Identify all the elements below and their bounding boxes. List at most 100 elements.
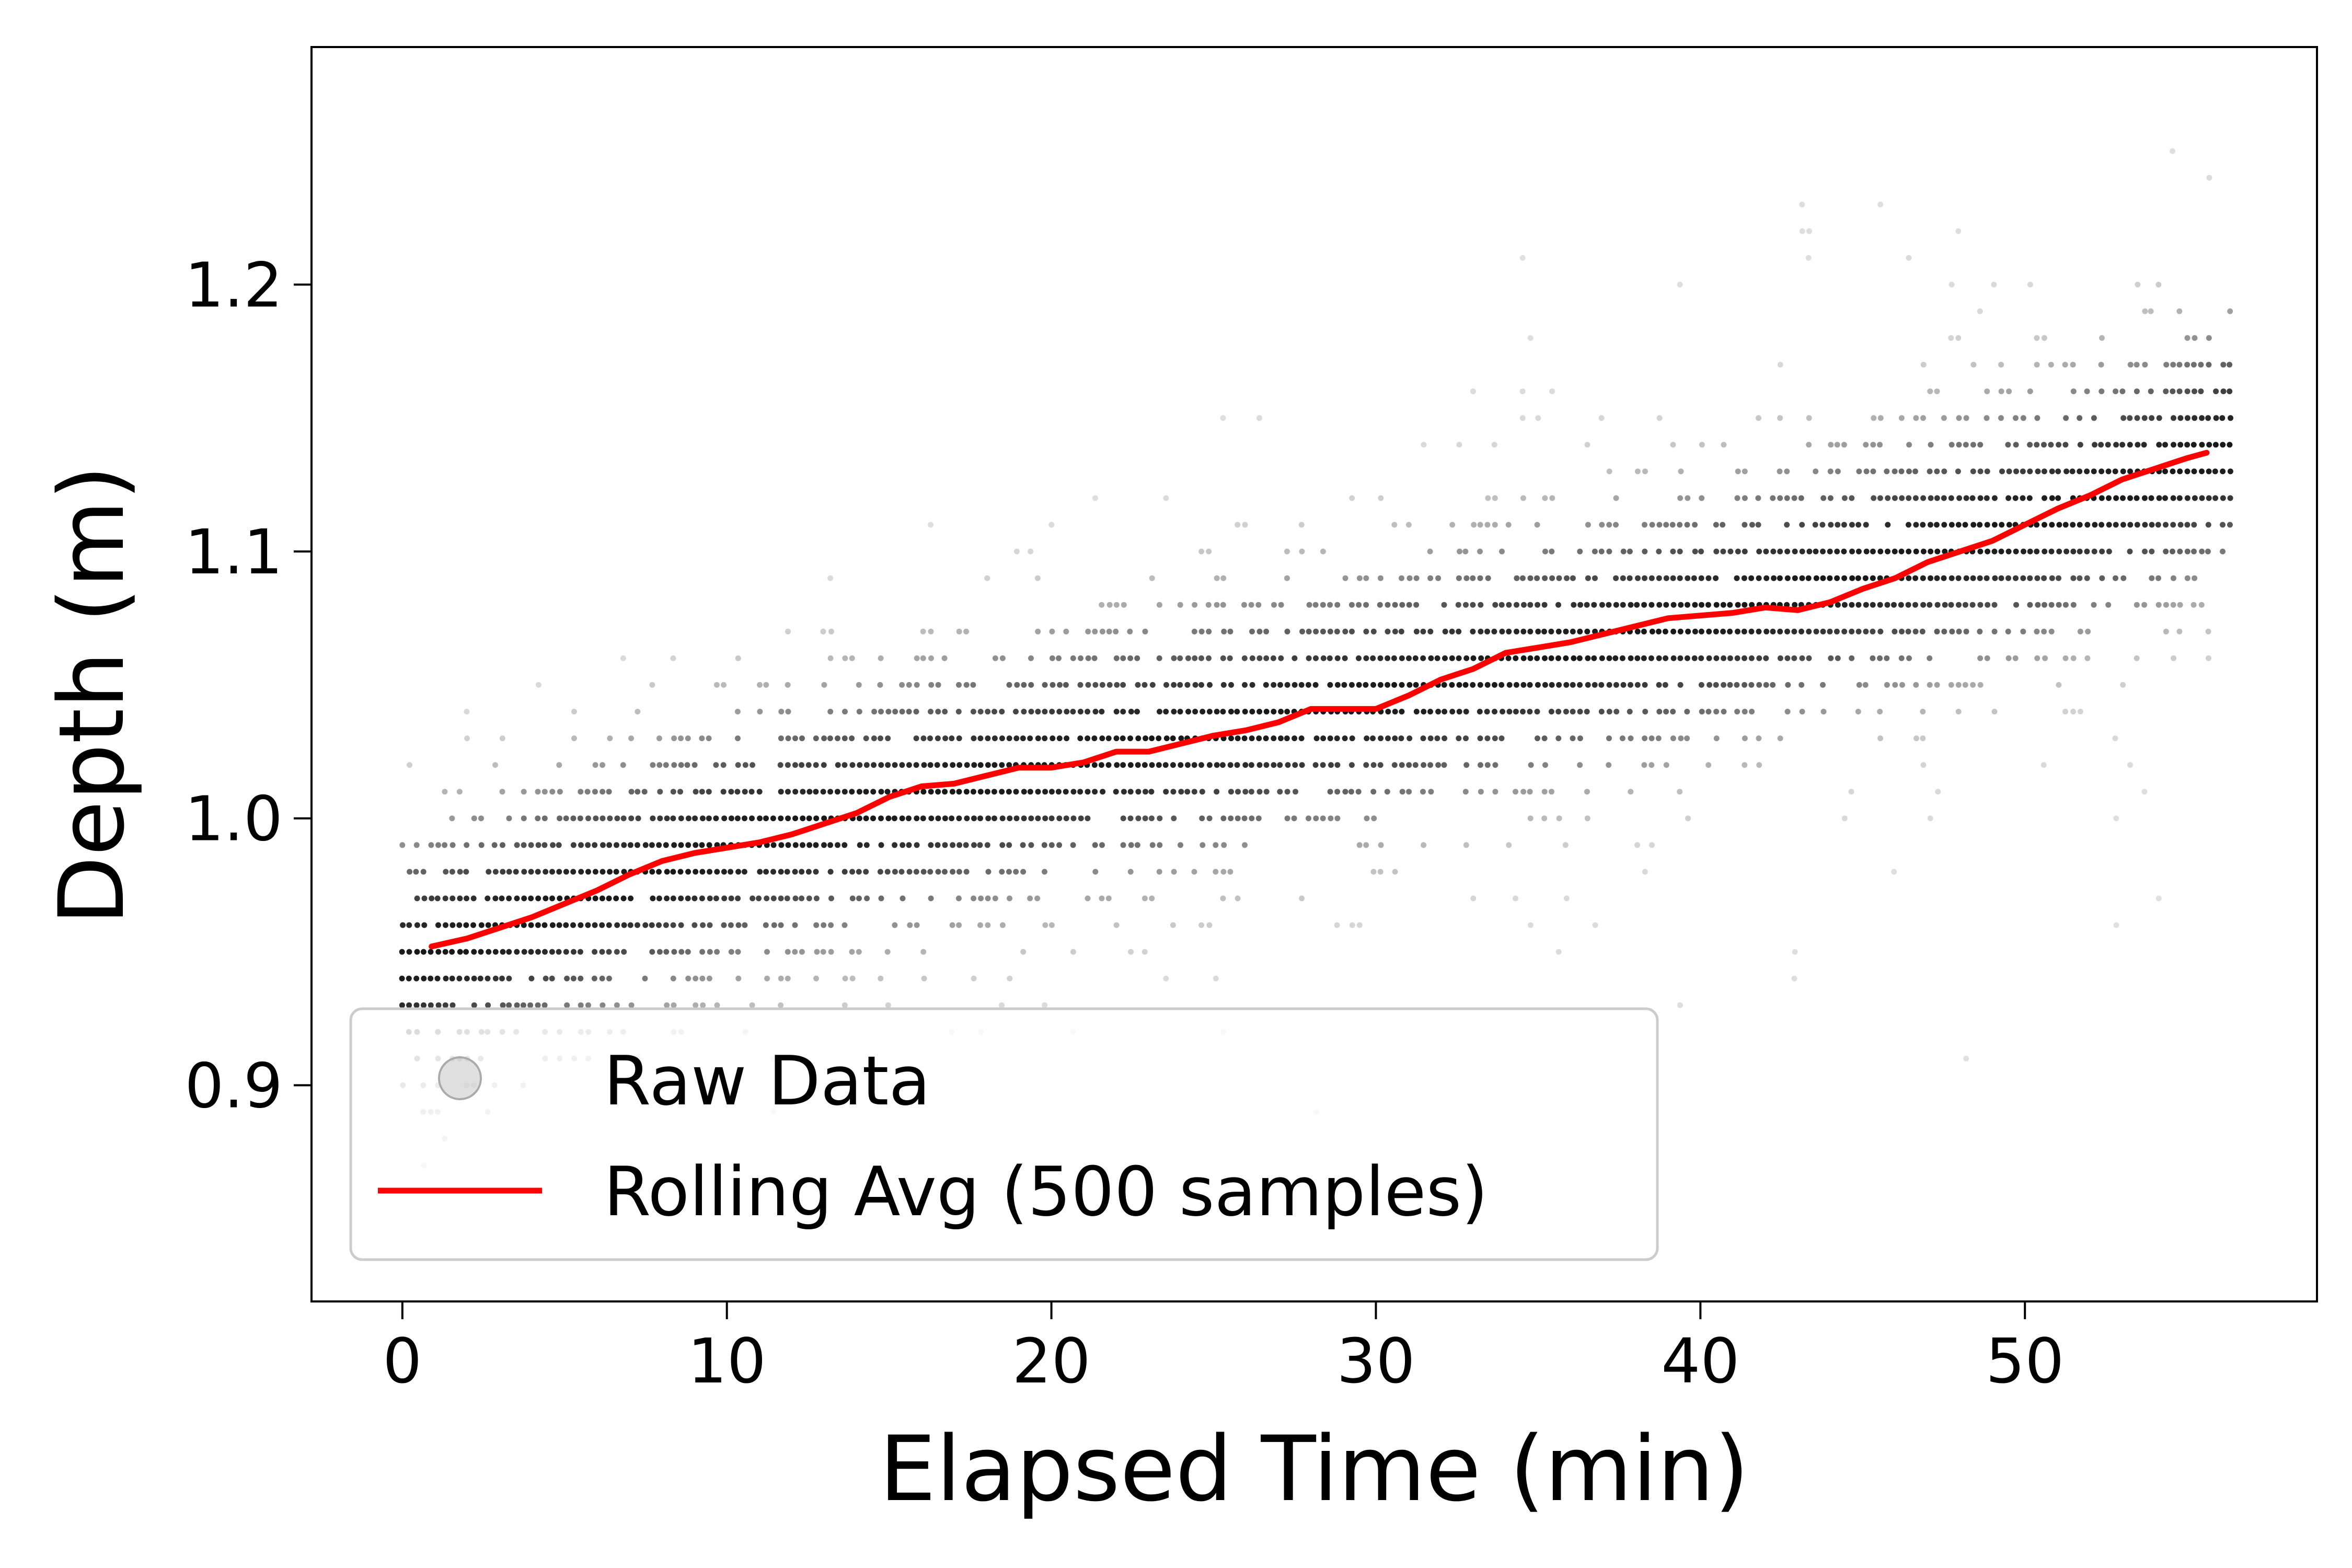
raw-data-point xyxy=(1856,468,1862,475)
raw-data-point xyxy=(985,895,991,902)
raw-data-point xyxy=(492,895,499,902)
raw-data-point xyxy=(1306,655,1312,661)
raw-data-point xyxy=(556,949,562,955)
raw-data-point xyxy=(942,842,948,848)
raw-data-point xyxy=(1263,789,1270,795)
raw-data-point xyxy=(1641,602,1647,608)
raw-data-point xyxy=(820,628,826,635)
raw-data-point xyxy=(2171,655,2176,661)
raw-data-point xyxy=(2084,388,2090,395)
raw-data-point xyxy=(1470,602,1476,608)
raw-data-point xyxy=(1592,575,1598,581)
raw-data-point xyxy=(1606,682,1612,688)
raw-data-point xyxy=(970,709,976,714)
raw-data-point xyxy=(941,655,948,661)
raw-data-point xyxy=(1798,495,1804,501)
raw-data-point xyxy=(1906,655,1912,661)
raw-data-point xyxy=(1955,468,1961,475)
raw-data-point xyxy=(1171,709,1177,714)
raw-data-point xyxy=(1835,655,1841,661)
raw-data-point xyxy=(578,789,584,795)
raw-data-point xyxy=(1620,682,1627,688)
raw-data-point xyxy=(1899,628,1905,635)
raw-data-point xyxy=(1298,682,1305,688)
raw-data-point xyxy=(1670,548,1676,555)
raw-data-point xyxy=(606,922,612,928)
x-tick-label: 40 xyxy=(1661,1325,1739,1397)
raw-data-point xyxy=(442,842,448,848)
raw-data-point xyxy=(2127,495,2133,501)
raw-data-point xyxy=(1242,682,1248,688)
raw-data-point xyxy=(963,628,970,635)
raw-data-point xyxy=(706,842,712,848)
raw-data-point xyxy=(413,869,419,875)
raw-data-point xyxy=(1706,655,1712,661)
raw-data-point xyxy=(1134,709,1140,714)
raw-data-point xyxy=(1070,709,1076,714)
raw-data-point xyxy=(1584,709,1590,714)
raw-data-point xyxy=(1214,575,1220,581)
raw-data-point xyxy=(999,1002,1005,1008)
raw-data-point xyxy=(2184,548,2190,555)
raw-data-point xyxy=(2148,308,2154,314)
raw-data-point xyxy=(1620,575,1626,581)
raw-data-point xyxy=(1320,548,1326,555)
raw-data-point xyxy=(1577,735,1583,742)
raw-data-point xyxy=(1949,522,1955,528)
raw-data-point xyxy=(699,735,705,742)
raw-data-point xyxy=(663,842,669,848)
raw-data-point xyxy=(1934,575,1940,581)
raw-data-point xyxy=(486,869,492,875)
raw-data-point xyxy=(991,789,997,795)
raw-data-point xyxy=(963,842,969,848)
raw-data-point xyxy=(1855,548,1862,555)
raw-data-point xyxy=(1663,575,1669,581)
raw-data-point xyxy=(1734,682,1740,688)
raw-data-point xyxy=(1677,282,1683,287)
raw-data-point xyxy=(841,735,848,742)
raw-data-point xyxy=(2220,468,2226,475)
raw-data-point xyxy=(1949,282,1955,287)
raw-data-point xyxy=(821,815,827,822)
raw-data-point xyxy=(928,789,934,795)
raw-data-point xyxy=(642,922,649,928)
raw-data-point xyxy=(506,815,512,822)
raw-data-point xyxy=(878,789,884,795)
raw-data-point xyxy=(1748,655,1755,661)
raw-data-point xyxy=(1956,415,1962,421)
raw-data-point xyxy=(2005,655,2012,661)
raw-data-point xyxy=(877,869,883,875)
raw-data-point xyxy=(1734,495,1740,501)
raw-data-point xyxy=(1356,922,1363,928)
raw-data-point xyxy=(2192,575,2198,581)
raw-data-point xyxy=(885,815,892,822)
raw-data-point xyxy=(2206,468,2212,475)
raw-data-point xyxy=(1956,628,1962,635)
raw-data-point xyxy=(1207,682,1213,688)
raw-data-point xyxy=(685,949,691,955)
raw-data-point xyxy=(891,815,897,822)
raw-data-point xyxy=(1784,468,1790,475)
raw-data-point xyxy=(2006,388,2012,395)
raw-data-point xyxy=(500,949,506,955)
raw-data-point xyxy=(464,975,470,982)
raw-data-point xyxy=(1677,789,1683,795)
raw-data-point xyxy=(1606,709,1612,714)
raw-data-point xyxy=(435,842,441,848)
raw-data-point xyxy=(1984,388,1990,395)
raw-data-point xyxy=(592,922,598,928)
raw-data-point xyxy=(1221,842,1227,848)
raw-data-point xyxy=(870,789,877,795)
raw-data-point xyxy=(1934,602,1941,608)
raw-data-point xyxy=(2042,548,2048,555)
raw-data-point xyxy=(713,895,719,902)
raw-data-point xyxy=(1899,682,1905,688)
raw-data-point xyxy=(1927,655,1933,661)
raw-data-point xyxy=(1827,575,1833,581)
raw-data-point xyxy=(1342,655,1348,661)
raw-data-point xyxy=(692,815,698,822)
raw-data-point xyxy=(649,842,655,848)
raw-data-point xyxy=(928,842,934,848)
raw-data-point xyxy=(1099,842,1105,848)
raw-data-point xyxy=(1120,762,1126,768)
